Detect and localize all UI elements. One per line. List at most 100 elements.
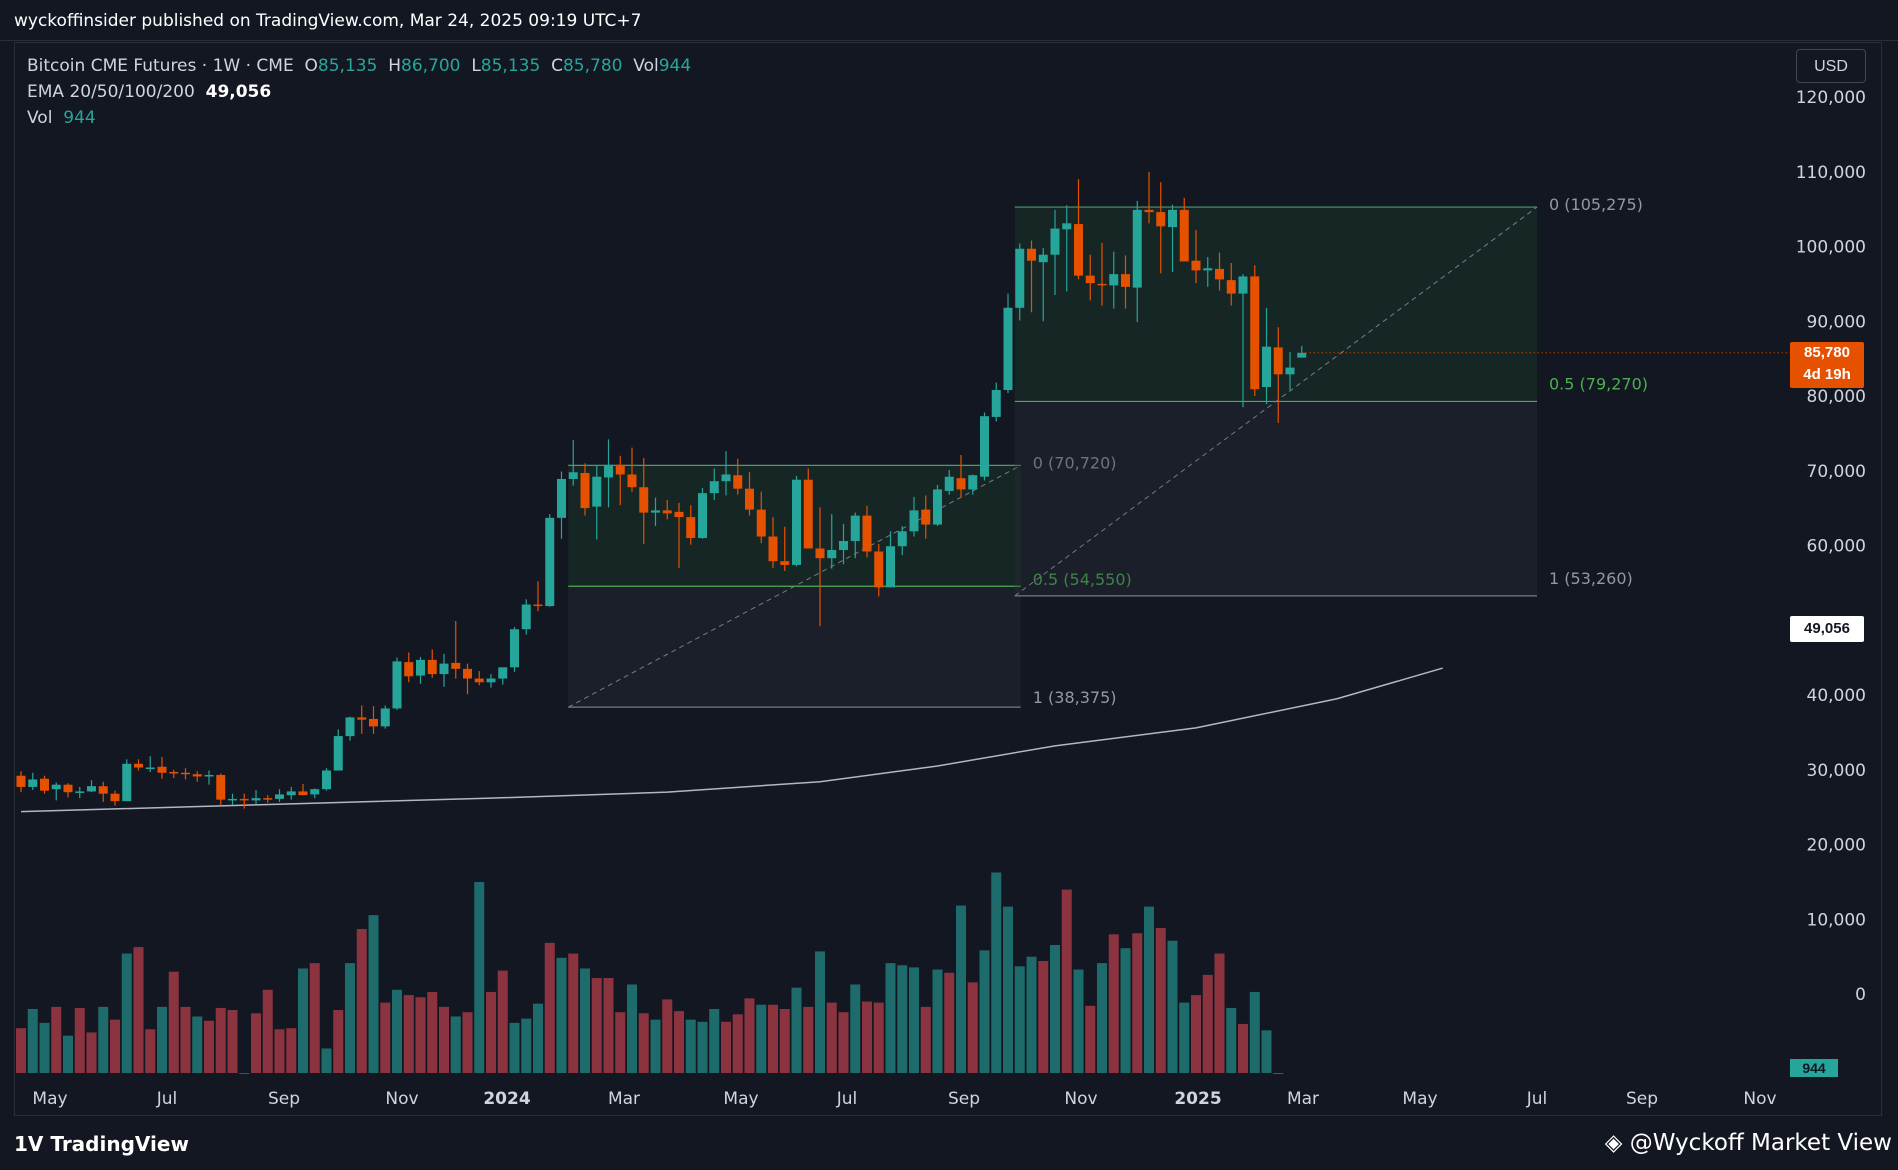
legend-high-value: 86,700 bbox=[401, 56, 461, 76]
volume-bar bbox=[286, 1028, 297, 1073]
volume-bar bbox=[850, 984, 861, 1073]
price-tick-label: 40,000 bbox=[1807, 686, 1866, 706]
legend-ema-value: 49,056 bbox=[205, 82, 272, 102]
candle-body bbox=[956, 478, 966, 490]
time-tick-label: Nov bbox=[1064, 1089, 1097, 1109]
candle-body bbox=[98, 786, 108, 794]
volume-bar bbox=[568, 953, 579, 1073]
price-chart[interactable]: 120,000 110,000 100,000 90,000 80,000 70,000 6… bbox=[0, 0, 1898, 1120]
candle-body bbox=[510, 629, 519, 668]
watermark: ◈ @Wyckoff Market View bbox=[1605, 1130, 1892, 1156]
candle-body bbox=[545, 517, 555, 607]
volume-bar bbox=[345, 963, 355, 1073]
candle-body bbox=[463, 668, 472, 679]
volume-bar bbox=[638, 1013, 649, 1073]
volume-bar bbox=[450, 1016, 461, 1073]
fib-label-05: 0.5 (79,270) bbox=[1549, 374, 1648, 393]
volume-bar bbox=[368, 915, 379, 1073]
price-tick-label: 70,000 bbox=[1807, 462, 1866, 482]
fib-trend-line bbox=[568, 464, 1021, 708]
candle-body bbox=[827, 549, 837, 559]
time-tick-label: Sep bbox=[268, 1089, 300, 1109]
candle-body bbox=[745, 488, 754, 510]
volume-bar bbox=[721, 1021, 731, 1073]
candle-body bbox=[862, 515, 872, 552]
candle-body bbox=[451, 662, 461, 669]
volume-bar bbox=[1050, 945, 1060, 1073]
volume-bar bbox=[16, 1028, 26, 1073]
currency-button[interactable]: USD bbox=[1796, 49, 1866, 83]
candle-body bbox=[310, 789, 320, 795]
volume-bar bbox=[944, 972, 955, 1073]
time-tick-label: Mar bbox=[1287, 1089, 1319, 1109]
volume-bar bbox=[674, 1011, 684, 1073]
volume-bar bbox=[932, 969, 943, 1073]
candle-body bbox=[181, 772, 190, 775]
legend-volume-row[interactable]: Vol 944 bbox=[27, 105, 691, 131]
volume-bar bbox=[838, 1012, 849, 1073]
fib-label-05: 0.5 (54,550) bbox=[1033, 570, 1132, 589]
time-tick-label: Sep bbox=[1626, 1089, 1658, 1109]
candle-body bbox=[1062, 223, 1072, 230]
legend-ema-row[interactable]: EMA 20/50/100/200 49,056 bbox=[27, 79, 691, 105]
volume-bar bbox=[662, 999, 673, 1073]
candle-body bbox=[263, 798, 273, 800]
volume-bar bbox=[204, 1020, 214, 1073]
candle-body bbox=[275, 794, 284, 799]
volume-bar bbox=[403, 995, 414, 1073]
publish-line: wyckoffinsider published on TradingView.… bbox=[14, 11, 642, 31]
volume-bar bbox=[1003, 906, 1013, 1073]
candle-body bbox=[615, 464, 625, 475]
volume-bar bbox=[1273, 1073, 1284, 1074]
candle-body bbox=[251, 798, 261, 801]
volume-bar bbox=[321, 1048, 332, 1073]
candle-body bbox=[145, 767, 155, 770]
volume-bar bbox=[744, 998, 755, 1073]
candle-body bbox=[1191, 260, 1201, 271]
volume-bar bbox=[1026, 956, 1037, 1073]
ema-line bbox=[20, 667, 1443, 813]
candle-body bbox=[533, 604, 543, 607]
candle-body bbox=[698, 493, 707, 539]
candle-body bbox=[1121, 274, 1130, 287]
candle-body bbox=[839, 541, 848, 550]
candle-body bbox=[604, 464, 613, 478]
volume-bar bbox=[756, 1004, 767, 1073]
time-tick-label: May bbox=[723, 1089, 758, 1109]
volume-bar bbox=[474, 882, 485, 1073]
volume-bar bbox=[415, 997, 426, 1073]
chart-frame bbox=[14, 42, 1882, 1116]
candle-body bbox=[1250, 276, 1260, 390]
volume-bar bbox=[1226, 1007, 1237, 1073]
candle-body bbox=[322, 770, 331, 790]
legend-ema-label: EMA 20/50/100/200 bbox=[27, 82, 195, 102]
volume-bar bbox=[779, 1009, 790, 1073]
volume-bar bbox=[98, 1006, 109, 1073]
volume-tag: 944 bbox=[1790, 1059, 1838, 1077]
candle-body bbox=[474, 678, 484, 683]
candle-body bbox=[980, 416, 989, 477]
candle-body bbox=[16, 775, 26, 787]
legend-vol-value: 944 bbox=[658, 56, 692, 76]
volume-bar bbox=[521, 1018, 532, 1073]
volume-bar bbox=[873, 1002, 884, 1073]
fib-zone-lower bbox=[1014, 401, 1537, 596]
volume-bar bbox=[615, 1012, 626, 1073]
candle-body bbox=[1215, 268, 1224, 280]
candle-body bbox=[651, 510, 660, 513]
price-tick-label: 20,000 bbox=[1807, 836, 1866, 856]
candle-body bbox=[1226, 280, 1236, 294]
candle-body bbox=[1203, 268, 1213, 271]
volume-bar bbox=[862, 1001, 872, 1073]
candle-body bbox=[239, 798, 249, 801]
volume-bar bbox=[1202, 974, 1213, 1073]
legend-open-value: 85,135 bbox=[317, 56, 378, 76]
publish-header: wyckoffinsider published on TradingView.… bbox=[0, 0, 1898, 41]
candle-body bbox=[298, 791, 308, 796]
volume-bar bbox=[1014, 966, 1025, 1073]
tradingview-logo[interactable]: 𝟭𝗩 TradingView bbox=[14, 1132, 189, 1156]
volume-bar bbox=[650, 1019, 661, 1073]
candle-body bbox=[286, 791, 296, 796]
candle-body bbox=[28, 779, 38, 787]
candle-body bbox=[216, 774, 226, 800]
